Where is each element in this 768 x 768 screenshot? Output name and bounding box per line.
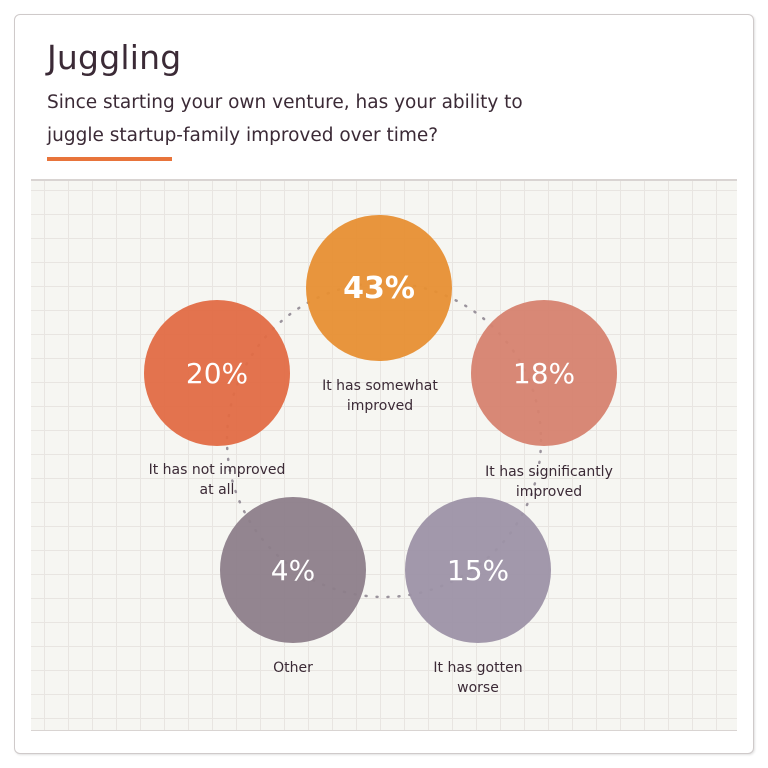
value-significantly-improved: 18% [512,356,576,390]
label-somewhat-improved: It has somewhat improved [322,378,438,414]
label-not-improved: It has not improved at all [148,462,286,498]
value-gotten-worse: 15% [446,553,510,587]
chart-title: Juggling [47,38,182,77]
label-gotten-worse: It has gotten worse [433,660,523,696]
grid-background [31,179,737,731]
value-other: 4% [270,553,316,587]
chart-subtitle: Since starting your own venture, has you… [47,92,523,146]
accent-underline [47,157,172,161]
bubble-significantly-improved: 18% [471,300,617,446]
bubble-not-improved: 20% [144,300,290,446]
value-somewhat-improved: 43% [343,270,415,306]
value-not-improved: 20% [185,356,249,390]
bubble-somewhat-improved: 43% [306,215,452,361]
bubble-gotten-worse: 15% [405,497,551,643]
bubble-other: 4% [220,497,366,643]
label-significantly-improved: It has significantly improved [485,464,613,500]
label-other: Other [273,660,313,676]
